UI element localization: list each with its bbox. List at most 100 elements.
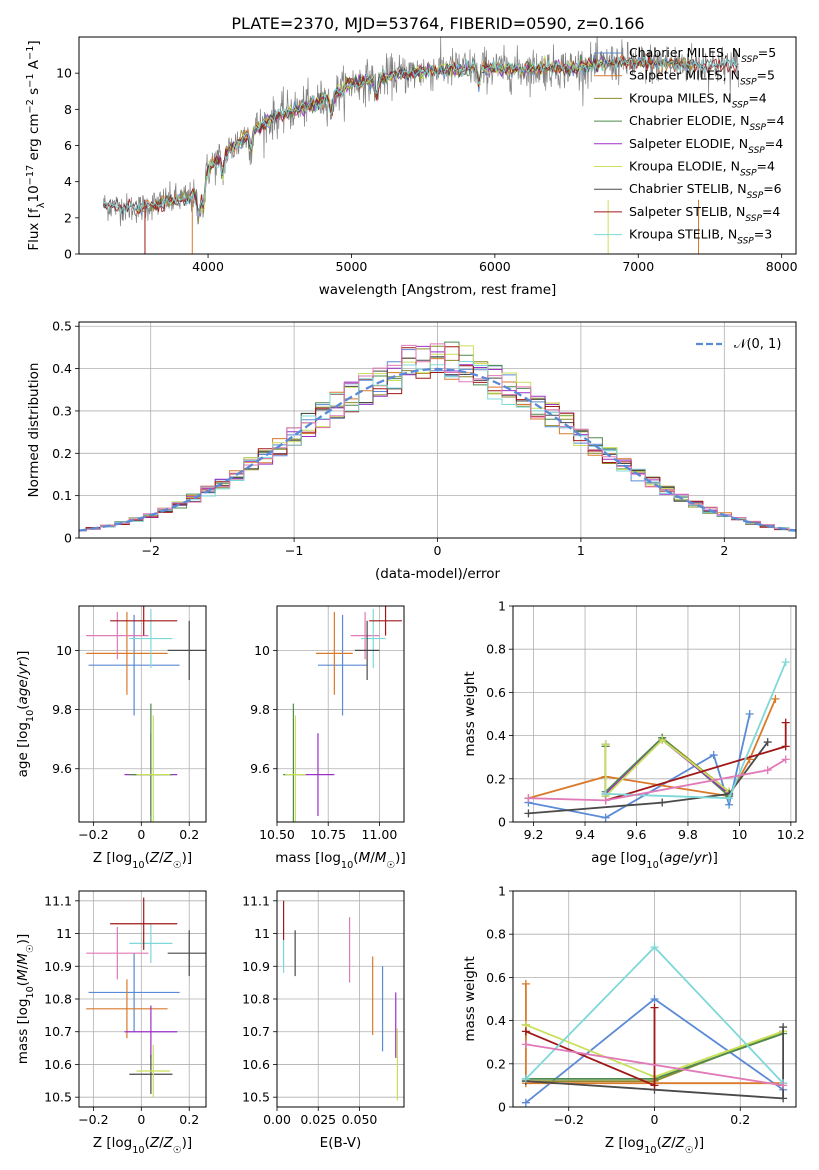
x-tick-label: −0.2: [78, 1112, 108, 1127]
weight-marker: [725, 794, 734, 803]
model-spectrum-0: [136, 54, 696, 218]
y-axis-label: mass weight: [462, 956, 478, 1041]
y-tick-label: 0.4: [486, 728, 506, 743]
x-axis-label: (data-model)/error: [375, 566, 501, 582]
weight-marker: [658, 735, 667, 744]
x-axis-label: Z [log10(Z/Z☉)]: [93, 1135, 192, 1156]
x-tick-label: 10.75: [310, 827, 346, 842]
y-tick-label: 10: [56, 643, 72, 658]
errorbar-point-2: [350, 611, 380, 660]
weight-marker: [763, 766, 772, 775]
errorbar-point-4: [110, 897, 178, 950]
errorbar-point-8: [136, 715, 171, 822]
x-tick-label: 10.2: [777, 827, 805, 842]
x-tick-label: 9.6: [627, 827, 647, 842]
weight-line-2: [604, 736, 730, 799]
weight-line-6: [528, 741, 769, 815]
x-tick-label: 8000: [766, 259, 798, 274]
frame-age_vs_Z: −0.2 0 0.2 9.6 9.8 10 Z [log10(Z/Z☉)] age [log1…: [15, 605, 207, 871]
y-axis-label: mass [log10(M/M☉)]: [15, 934, 36, 1064]
weight-line-5: [604, 738, 730, 799]
y-tick-label: 10.8: [44, 992, 72, 1007]
plot-area-mass_vs_Z: [86, 897, 206, 1098]
x-tick-label: 10.50: [259, 827, 295, 842]
errorbar-point-6: [124, 1005, 178, 1058]
errorbar-point-4: [369, 606, 402, 636]
legend-label: Kroupa MILES, NSSP=4: [629, 90, 767, 110]
y-tick-label: 11: [56, 926, 72, 941]
y-tick-label: 10.9: [242, 959, 270, 974]
frame-weight_vs_Z: −0.2 0 0.2 0 0.2 0.4 0.6 0.8 1 Z [log10(Z/Z☉)] mas…: [462, 884, 797, 1156]
errorbar-point-3: [360, 608, 386, 669]
y-tick-label: 9.8: [250, 702, 270, 717]
errorbar-point-0: [317, 614, 368, 716]
y-tick-label: 6: [64, 138, 72, 153]
x-tick-label: 0.2: [179, 1112, 199, 1127]
plot-area-residuals: [79, 341, 796, 532]
x-tick-label: −2: [141, 543, 159, 558]
y-tick-label: 2: [64, 210, 72, 225]
errorbar-point-6: [301, 733, 335, 817]
model-spectrum-1: [135, 52, 696, 216]
errorbar-point-8: [136, 1044, 171, 1098]
errorbar-point-1: [315, 611, 353, 695]
weight-line-3: [604, 736, 730, 797]
y-tick-label: 0.2: [486, 1056, 506, 1071]
frame-residuals: −2 −1 0 1 2 0 0.1 0.2 0.3 0.4 0.5 𝒩(0, 1) (data-mode…: [26, 319, 797, 582]
y-tick-label: 1: [498, 884, 506, 899]
y-tick-label: 11: [254, 926, 270, 941]
axes-weight_vs_Z: [513, 890, 796, 1108]
plot-area-weight_vs_age: [524, 658, 790, 822]
y-tick-label: 10.6: [242, 1057, 270, 1072]
spectrum-legend: Chabrier MILES, NSSP=5 Salpeter MILES, NS…: [594, 45, 784, 247]
frame-weight_vs_age: 9.2 9.4 9.6 9.8 10 10.2 0 0.2 0.4 0.6 0.8 1 age [log…: [462, 599, 805, 871]
model-spectrum-2: [136, 57, 696, 222]
weight-line-6: [525, 1007, 656, 1087]
y-axis-label: mass weight: [462, 671, 478, 756]
errorbar-point-1: [86, 979, 168, 1039]
weight-marker: [650, 1003, 659, 1012]
weight-marker: [779, 1081, 788, 1090]
legend-label: Kroupa STELIB, NSSP=3: [629, 227, 772, 247]
weight-marker: [601, 813, 610, 822]
y-tick-label: 0: [498, 815, 506, 830]
weight-marker: [521, 979, 530, 988]
axes-residuals: [79, 322, 796, 539]
x-tick-label: 5000: [336, 259, 368, 274]
frame-mass_vs_Z: −0.2 0 0.2 10.5 10.6 10.7 10.8 10.9 11 11.1 Z [log…: [15, 890, 207, 1156]
errorbar-point-3: [129, 923, 173, 963]
legend-label: Chabrier STELIB, NSSP=6: [629, 181, 782, 201]
y-tick-label: 0.3: [52, 403, 72, 418]
x-axis-label: Z [log10(Z/Z☉)]: [93, 850, 192, 871]
weight-line-9: [528, 758, 787, 802]
observed-spectrum: [103, 37, 739, 227]
weight-line-5: [525, 1027, 784, 1100]
errorbar-point-4: [110, 606, 178, 636]
x-tick-label: 9.8: [678, 827, 698, 842]
axes-mass_vs_Z: [79, 891, 206, 1107]
x-tick-label: 2: [720, 543, 728, 558]
normal-reference-curve: [79, 367, 796, 532]
y-tick-label: 0.2: [486, 771, 506, 786]
weight-marker: [650, 943, 659, 952]
x-tick-label: 0.050: [342, 1112, 378, 1127]
errorbar-point-3: [129, 608, 173, 669]
errorbar-point-5: [167, 620, 206, 680]
x-tick-label: 0.2: [730, 1112, 750, 1127]
plot-area-weight_vs_Z: [521, 943, 788, 1107]
x-tick-label: −1: [285, 543, 303, 558]
axes-age_vs_mass: [276, 606, 404, 822]
x-axis-label: E(B-V): [320, 1135, 362, 1151]
errorbar-point-5: [167, 930, 206, 977]
axes-spectrum: [103, 37, 739, 254]
y-tick-label: 0.2: [52, 446, 72, 461]
axes-age_vs_Z: [79, 606, 206, 822]
y-tick-label: 10.5: [44, 1090, 72, 1105]
weight-marker: [779, 1023, 788, 1032]
weight-line-8: [525, 1043, 784, 1087]
weight-marker: [745, 710, 754, 718]
weight-marker: [524, 809, 533, 818]
y-tick-label: 0.4: [52, 361, 72, 376]
